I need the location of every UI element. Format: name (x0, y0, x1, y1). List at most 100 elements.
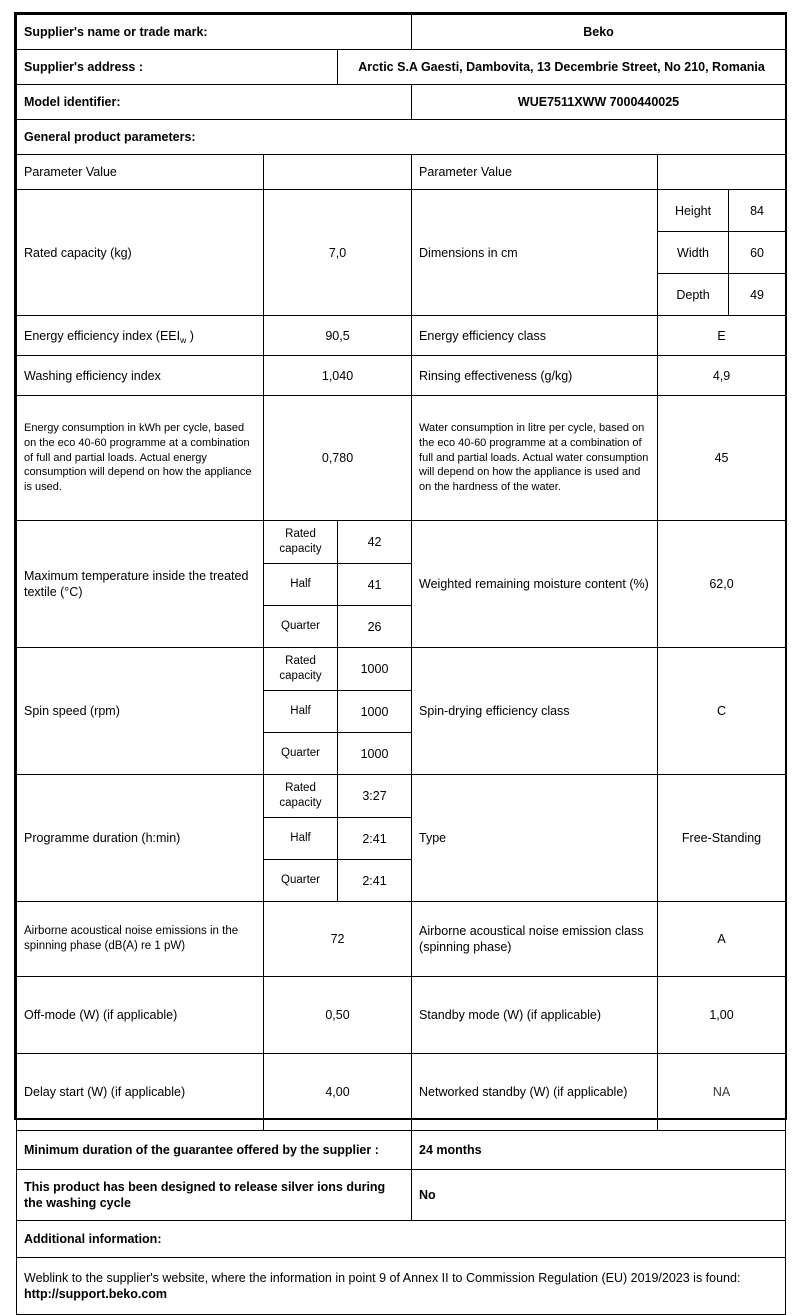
table-row-consumption: Energy consumption in kWh per cycle, bas… (16, 395, 787, 521)
programme-duration-load-half: Half (263, 817, 338, 860)
guarantee-value: 24 months (411, 1130, 787, 1170)
type-label: Type (411, 774, 659, 902)
spin-speed-value-rated: 1000 (336, 647, 413, 691)
table-row-additional-information: Additional information: (15, 1220, 787, 1258)
column-header-left-value (262, 154, 413, 190)
spin-speed-load-half: Half (263, 690, 338, 733)
supplier-name-label: Supplier's name or trade mark: (15, 14, 413, 50)
water-consumption-value: 45 (657, 395, 787, 521)
spin-speed-load-rated: Rated capacity (263, 647, 338, 691)
silver-ions-value: No (411, 1169, 787, 1221)
energy-consumption-label: Energy consumption in kWh per cycle, bas… (16, 395, 264, 521)
programme-duration-load-quarter: Quarter (263, 859, 338, 902)
programme-duration-label: Programme duration (h:min) (16, 774, 264, 902)
table-row-weblink: Weblink to the supplier's website, where… (15, 1257, 787, 1315)
model-identifier-value: WUE7511XWW 7000440025 (411, 84, 787, 120)
washing-index-value: 1,040 (262, 355, 413, 396)
max-temperature-load-half: Half (263, 563, 338, 606)
supplier-address-label: Supplier's address : (16, 49, 338, 85)
product-data-table: Supplier's name or trade mark: Beko Supp… (15, 14, 787, 1315)
eei-label-text: Energy efficiency index (EEI (24, 328, 181, 343)
table-row-programme-duration: Programme duration (h:min) Rated capacit… (16, 774, 787, 902)
weblink-cell: Weblink to the supplier's website, where… (15, 1257, 787, 1315)
dimension-name-width: Width (657, 231, 730, 274)
programme-duration-value-rated: 3:27 (336, 774, 413, 818)
washing-index-label: Washing efficiency index (16, 355, 264, 396)
max-temperature-load-rated: Rated capacity (263, 520, 338, 564)
weblink-description: Weblink to the supplier's website, where… (24, 1271, 741, 1285)
energy-class-value: E (657, 315, 787, 356)
column-header-right-value (657, 154, 787, 190)
programme-duration-value-quarter: 2:41 (336, 859, 413, 902)
eei-subscript: w (180, 334, 187, 345)
noise-emissions-label: Airborne acoustical noise emissions in t… (16, 901, 264, 977)
networked-standby-label: Networked standby (W) (if applicable) (411, 1053, 659, 1131)
table-row-dimension-width: Width 60 (17, 231, 787, 274)
type-value: Free-Standing (657, 774, 787, 902)
eei-label: Energy efficiency index (EEIw ) (16, 315, 264, 356)
table-row-noise: Airborne acoustical noise emissions in t… (16, 901, 787, 977)
table-row-eei: Energy efficiency index (EEIw ) 90,5 Ene… (16, 315, 787, 356)
noise-class-value: A (657, 901, 787, 977)
moisture-value: 62,0 (657, 520, 787, 648)
programme-duration-load-rated: Rated capacity (263, 774, 338, 818)
max-temperature-value-rated: 42 (336, 520, 413, 564)
table-row-delay-start: Delay start (W) (if applicable) 4,00 Net… (16, 1053, 787, 1131)
max-temperature-value-half: 41 (336, 563, 413, 606)
dimension-name-depth: Depth (657, 273, 730, 316)
eei-value: 90,5 (262, 315, 413, 356)
energy-consumption-value: 0,780 (262, 395, 413, 521)
table-row-silver-ions: This product has been designed to releas… (15, 1169, 787, 1221)
rinsing-label: Rinsing effectiveness (g/kg) (411, 355, 659, 396)
table-row-off-mode: Off-mode (W) (if applicable) 0,50 Standb… (16, 976, 787, 1054)
table-row-guarantee: Minimum duration of the guarantee offere… (15, 1130, 787, 1170)
standby-mode-value: 1,00 (657, 976, 787, 1054)
noise-class-label: Airborne acoustical noise emission class… (411, 901, 659, 977)
rated-capacity-value: 7,0 (262, 189, 413, 316)
table-row-column-headers: Parameter Value Parameter Value (16, 154, 787, 190)
table-row-dimension-depth: Depth 49 (17, 273, 787, 316)
delay-start-label: Delay start (W) (if applicable) (16, 1053, 264, 1131)
guarantee-label: Minimum duration of the guarantee offere… (15, 1130, 413, 1170)
energy-class-label: Energy efficiency class (411, 315, 659, 356)
spin-speed-label: Spin speed (rpm) (16, 647, 264, 775)
dimensions-label: Dimensions in cm (411, 189, 659, 316)
rated-capacity-label: Rated capacity (kg) (16, 189, 264, 316)
weblink-url[interactable]: http://support.beko.com (24, 1287, 168, 1301)
table-row-programme-duration-half: Half 2:41 (17, 817, 786, 860)
table-row-supplier-name: Supplier's name or trade mark: Beko (15, 14, 787, 50)
spin-class-label: Spin-drying efficiency class (411, 647, 659, 775)
model-identifier-label: Model identifier: (15, 84, 413, 120)
supplier-name-value: Beko (411, 14, 787, 50)
noise-emissions-value: 72 (262, 901, 413, 977)
table-row-spin-speed: Spin speed (rpm) Rated capacity 1000 Spi… (16, 647, 787, 775)
max-temperature-label: Maximum temperature inside the treated t… (16, 520, 264, 648)
additional-information-heading: Additional information: (15, 1220, 787, 1258)
dimension-value-width: 60 (728, 231, 787, 274)
networked-standby-value: NA (657, 1053, 787, 1131)
table-row-max-temperature-quarter: Quarter 26 (17, 605, 786, 648)
max-temperature-load-quarter: Quarter (263, 605, 338, 648)
column-header-right: Parameter Value (411, 154, 659, 190)
table-row-supplier-address: Supplier's address : Arctic S.A Gaesti, … (16, 49, 787, 85)
table-row-model-identifier: Model identifier: WUE7511XWW 7000440025 (15, 84, 787, 120)
water-consumption-label: Water consumption in litre per cycle, ba… (411, 395, 659, 521)
supplier-address-value: Arctic S.A Gaesti, Dambovita, 13 Decembr… (336, 49, 787, 85)
table-row-programme-duration-quarter: Quarter 2:41 (17, 859, 786, 902)
silver-ions-label: This product has been designed to releas… (15, 1169, 413, 1221)
table-row-spin-speed-quarter: Quarter 1000 (17, 732, 786, 775)
table-row-max-temperature: Maximum temperature inside the treated t… (16, 520, 787, 648)
standby-mode-label: Standby mode (W) (if applicable) (411, 976, 659, 1054)
off-mode-value: 0,50 (262, 976, 413, 1054)
table-row-rated-capacity: Rated capacity (kg) 7,0 Dimensions in cm… (16, 189, 787, 316)
table-row-general-parameters: General product parameters: (15, 119, 787, 155)
product-information-sheet: Supplier's name or trade mark: Beko Supp… (14, 12, 787, 1315)
dimension-name-height: Height (657, 189, 730, 232)
table-row-spin-speed-half: Half 1000 (17, 690, 786, 733)
programme-duration-value-half: 2:41 (336, 817, 413, 860)
table-row-washing-index: Washing efficiency index 1,040 Rinsing e… (16, 355, 787, 396)
eei-label-suffix: ) (186, 328, 194, 343)
table-row-max-temperature-half: Half 41 (17, 563, 786, 606)
moisture-label: Weighted remaining moisture content (%) (411, 520, 659, 648)
delay-start-value: 4,00 (262, 1053, 413, 1131)
